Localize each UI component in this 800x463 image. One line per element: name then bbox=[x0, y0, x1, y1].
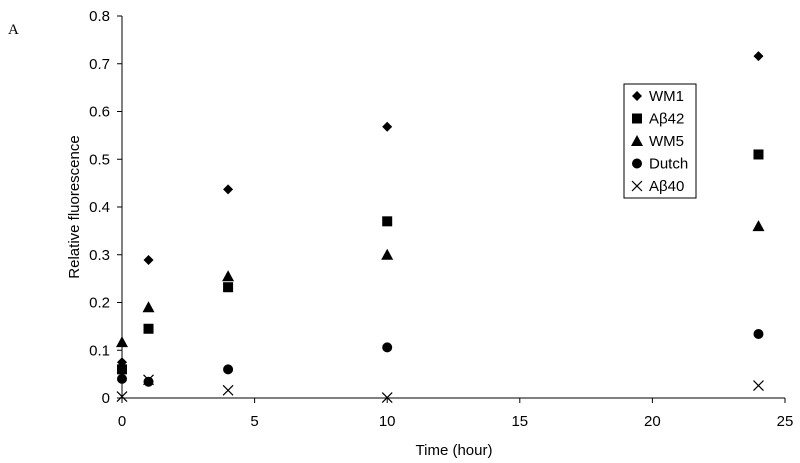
data-point-diamond bbox=[143, 255, 154, 266]
legend-label: Aβ40 bbox=[649, 178, 684, 195]
x-tick-label: 5 bbox=[250, 413, 258, 430]
y-tick-label: 0.1 bbox=[89, 342, 110, 359]
legend-marker-x bbox=[631, 180, 643, 192]
y-tick-label: 0.7 bbox=[89, 56, 110, 73]
data-point-circle bbox=[143, 376, 154, 387]
data-point-square bbox=[753, 149, 764, 160]
axes bbox=[117, 15, 786, 403]
legend-marker-diamond bbox=[632, 91, 642, 101]
data-point-diamond bbox=[753, 51, 764, 62]
data-point-diamond bbox=[382, 121, 393, 132]
data-point-square bbox=[143, 323, 154, 334]
legend-marker-circle bbox=[632, 158, 642, 169]
data-point-circle bbox=[753, 329, 764, 340]
x-tick-label: 25 bbox=[777, 413, 794, 430]
data-point-x bbox=[143, 374, 154, 386]
data-point-square bbox=[223, 282, 234, 293]
y-tick-label: 0.8 bbox=[89, 8, 110, 25]
data-point-triangle bbox=[752, 220, 765, 232]
data-point-diamond bbox=[223, 184, 234, 195]
x-tick-label: 0 bbox=[118, 413, 126, 430]
data-point-x bbox=[222, 384, 234, 396]
legend-label: Dutch bbox=[649, 156, 688, 173]
x-tick-label: 15 bbox=[511, 413, 528, 430]
legend-marker-triangle bbox=[631, 135, 643, 146]
data-point-square bbox=[117, 364, 127, 375]
legend-marker-square bbox=[632, 113, 642, 124]
x-axis-label: Time (hour) bbox=[416, 442, 493, 459]
data-point-circle bbox=[117, 373, 127, 384]
data-point-circle bbox=[223, 364, 234, 375]
x-tick-label: 20 bbox=[644, 413, 661, 430]
legend-label: WM5 bbox=[649, 133, 684, 150]
data-point-triangle bbox=[381, 248, 394, 260]
data-point-triangle bbox=[142, 301, 155, 313]
data-point-triangle bbox=[116, 336, 128, 348]
data-points bbox=[116, 51, 765, 403]
y-tick-label: 0.2 bbox=[89, 295, 110, 312]
y-tick-label: 0 bbox=[102, 390, 110, 407]
data-point-circle bbox=[382, 342, 393, 353]
data-point-triangle bbox=[222, 270, 235, 282]
panel-label: A bbox=[8, 22, 19, 38]
legend-label: Aβ42 bbox=[649, 111, 684, 128]
legend: WM1 Aβ42 WM5 Dutch Aβ40 bbox=[623, 83, 697, 199]
data-point-x bbox=[381, 392, 393, 403]
y-axis-label: Relative fluorescence bbox=[66, 135, 83, 278]
y-tick-label: 0.6 bbox=[89, 104, 110, 121]
data-point-square bbox=[382, 216, 393, 227]
data-point-x bbox=[753, 380, 764, 392]
legend-label: WM1 bbox=[649, 88, 684, 105]
tick-labels: 0 0.1 0.2 0.3 0.4 0.5 0.6 0.7 0.8 0 5 10 15 20 25 bbox=[89, 8, 793, 430]
y-tick-label: 0.4 bbox=[89, 199, 110, 216]
x-tick-label: 10 bbox=[379, 413, 396, 430]
y-tick-label: 0.5 bbox=[89, 151, 110, 168]
data-point-x bbox=[116, 391, 128, 402]
y-tick-label: 0.3 bbox=[89, 247, 110, 264]
